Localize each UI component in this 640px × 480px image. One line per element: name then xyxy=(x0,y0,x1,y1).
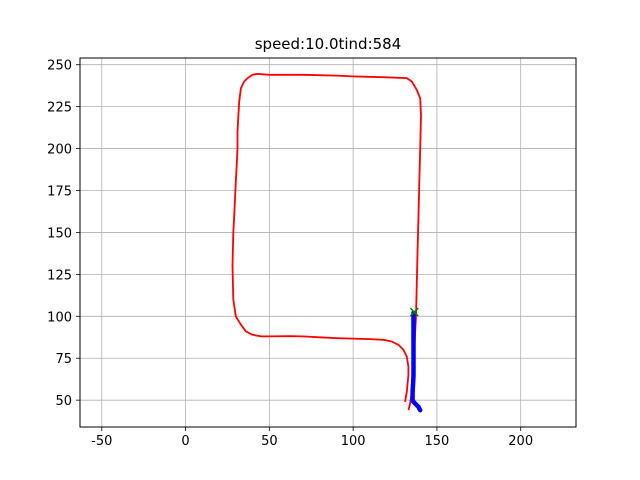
axes-frame xyxy=(79,57,577,428)
x-tick-label: 0 xyxy=(181,434,189,449)
x-tick-label: -50 xyxy=(91,434,112,449)
x-tick-label: 50 xyxy=(261,434,278,449)
grid-lines xyxy=(80,58,576,427)
tick-layer: -50 0 50 100 150 200 50 75 100 125 150 175 200 225 250 xyxy=(47,59,533,449)
y-tick-label: 200 xyxy=(47,143,72,158)
target-marker-stroke xyxy=(409,307,419,317)
x-tick-label: 200 xyxy=(508,434,533,449)
series-layer xyxy=(231,73,423,413)
course-line xyxy=(231,73,422,411)
y-tick-label: 225 xyxy=(47,101,72,116)
chart-title: speed:10.0tind:584 xyxy=(255,35,402,53)
y-tick-label: 75 xyxy=(55,352,72,367)
y-tick-label: 100 xyxy=(47,310,72,325)
y-tick-label: 175 xyxy=(47,185,72,200)
x-tick-label: 100 xyxy=(341,434,366,449)
x-tick-label: 150 xyxy=(425,434,450,449)
y-tick-label: 125 xyxy=(47,268,72,283)
y-tick-label: 250 xyxy=(47,59,72,74)
trajectory-line xyxy=(410,310,423,413)
target-marker xyxy=(409,307,419,317)
y-tick-label: 50 xyxy=(55,394,72,409)
y-tick-label: 150 xyxy=(47,226,72,241)
